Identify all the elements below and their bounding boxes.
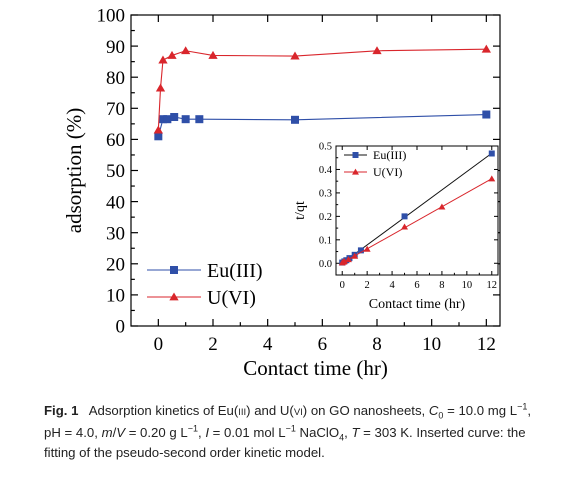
main-data-point [181, 115, 190, 124]
main-y-tick-label: 100 [97, 6, 126, 27]
inset-plot-frame [335, 145, 499, 276]
caption-text: Adsorption kinetics of Eu(iii) and U(vi)… [44, 401, 532, 460]
inset-data-point [401, 223, 409, 230]
main-data-point [167, 50, 177, 59]
inset-plot: 0 2 4 6 8 10 12 0.0 0.1 0.2 0.3 0.4 0.5 Eu(III) U(VI) C… [293, 142, 499, 312]
inset-x-tick-label: 10 [462, 280, 473, 291]
inset-x-tick-label: 0 [340, 280, 345, 291]
main-x-tick-label: 0 [154, 334, 164, 355]
inset-y-tick-label: 0.4 [319, 165, 333, 176]
main-data-point [163, 115, 172, 124]
inset-data-point [340, 257, 348, 264]
caption-label: Fig. 1 [44, 403, 79, 418]
main-x-tick-label: 2 [208, 334, 218, 355]
main-x-axis-title: Contact time (hr) [243, 356, 388, 380]
main-data-point [208, 50, 218, 59]
inset-data-point [363, 245, 371, 252]
inset-legend-marker [352, 152, 359, 158]
inset-x-tick-label: 2 [365, 280, 370, 291]
main-y-tick-label: 90 [106, 37, 125, 58]
inset-y-tick-label: 0.5 [319, 142, 332, 153]
main-data-point [482, 110, 491, 119]
main-y-tick-label: 50 [106, 161, 125, 182]
inset-data-point [401, 213, 408, 220]
main-data-point [158, 115, 167, 124]
main-y-tick-label: 40 [106, 192, 125, 213]
main-data-point [291, 115, 299, 124]
main-y-tick-label: 70 [106, 99, 125, 120]
inset-data-point [344, 256, 352, 263]
inset-legend-label: U(VI) [373, 165, 402, 179]
inset-x-tick-label: 12 [487, 280, 498, 291]
main-data-point [372, 46, 382, 55]
main-x-tick-label: 12 [477, 334, 496, 355]
inset-y-tick-label: 0.1 [319, 235, 332, 246]
inset-legend: Eu(III) U(VI) [344, 148, 406, 179]
main-data-point [290, 51, 300, 60]
inset-series-line-1 [341, 152, 493, 264]
inset-y-tick-label: 0.2 [319, 212, 332, 223]
inset-y-tick-label: 0.0 [319, 259, 332, 270]
main-data-point [181, 46, 191, 55]
main-x-tick-label: 8 [372, 334, 382, 355]
inset-data-point [488, 175, 496, 182]
main-data-point [170, 113, 179, 122]
figure-caption: Fig. 1 Adsorption kinetics of Eu(iii) an… [44, 401, 549, 463]
main-y-tick-label: 0 [116, 317, 126, 338]
inset-data-point [351, 252, 359, 259]
inset-x-tick-label: 4 [389, 280, 395, 291]
inset-y-tick-label: 0.3 [319, 189, 332, 200]
main-y-tick-label: 20 [106, 254, 125, 275]
figure-chart: 0 2 4 6 8 10 120102030405060708090100Eu(III)U(… [62, 6, 501, 380]
inset-legend-marker [352, 168, 359, 175]
main-data-point [481, 44, 491, 53]
main-y-tick-label: 10 [106, 286, 125, 307]
inset-data-point [488, 150, 495, 157]
inset-x-tick-label: 6 [414, 280, 419, 291]
main-data-point [154, 132, 163, 141]
main-legend: Eu(III) U(VI) [147, 260, 263, 309]
main-y-tick-label: 60 [106, 130, 125, 151]
main-legend-label: Eu(III) [207, 260, 263, 282]
main-y-axis-title: adsorption (%) [62, 108, 86, 233]
main-x-tick-label: 10 [422, 334, 441, 355]
inset-x-tick-label: 8 [439, 280, 444, 291]
inset-data-point [438, 203, 446, 210]
main-legend-marker [170, 266, 178, 274]
main-data-point [195, 115, 204, 124]
main-x-tick-label: 6 [318, 334, 328, 355]
main-legend-marker [169, 292, 179, 301]
main-data-point [158, 55, 168, 64]
main-data-point [155, 83, 166, 92]
main-y-tick-label: 80 [106, 68, 125, 89]
main-legend-label: U(VI) [207, 287, 256, 309]
main-data-point [153, 125, 163, 134]
inset-x-axis-title: Contact time (hr) [369, 297, 466, 312]
inset-data-point [357, 247, 364, 254]
inset-y-axis-title: t/qt [293, 201, 308, 220]
main-y-tick-label: 30 [106, 223, 125, 244]
inset-legend-label: Eu(III) [373, 148, 406, 162]
main-x-tick-label: 4 [263, 334, 273, 355]
